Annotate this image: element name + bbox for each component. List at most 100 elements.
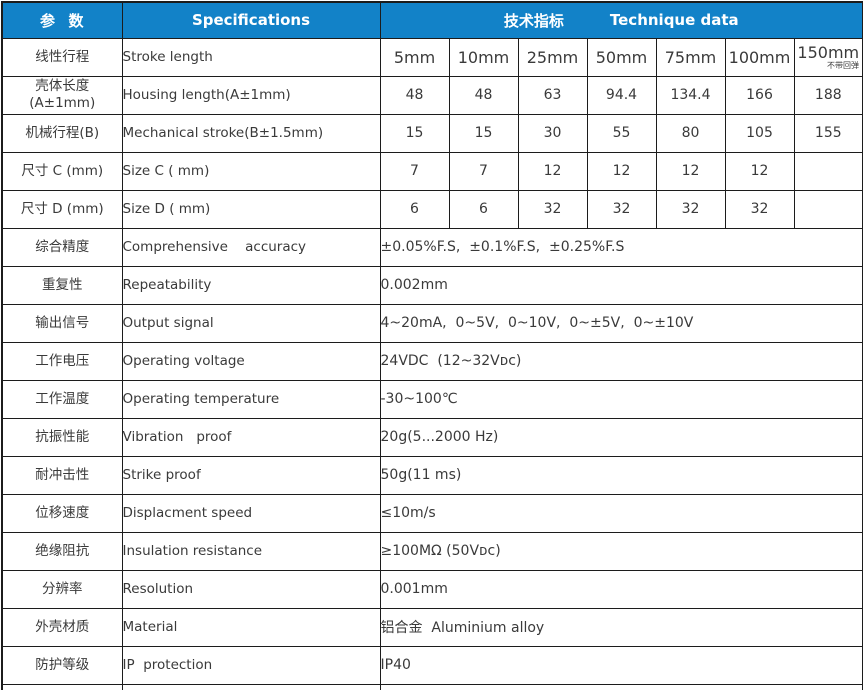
table-row: 综合精度 Comprehensive accuracy ±0.05%F.S, ±0.… <box>1 227 863 267</box>
table-row: 防护等级 IP protection IP40 <box>1 645 863 685</box>
spec-cell: Mechanical stroke(B±1.5mm) <box>121 113 381 153</box>
spec-cell: Housing length(A±1mm) <box>121 75 381 115</box>
value-cell: 10mm <box>448 37 519 77</box>
spec-cell: Stroke length <box>121 37 381 77</box>
value-cell: 6 <box>379 189 450 229</box>
table-row: 尺寸 D (mm) Size D ( mm) 6 6 32 32 32 32 <box>1 189 863 229</box>
param-cell: 防护等级 <box>1 645 123 685</box>
merged-value-cell: ≥100MΩ (50Vᴅᴄ) <box>379 531 863 571</box>
merged-value-cell: 0.002mm <box>379 265 863 305</box>
empty-cell <box>379 683 863 690</box>
tech-header: 技术指标 Technique data <box>379 1 863 39</box>
spec-cell: Vibration proof <box>121 417 381 457</box>
value-cell: 63 <box>517 75 588 115</box>
param-cell: 输出信号 <box>1 303 123 343</box>
table-row: 绝缘阻抗 Insulation resistance ≥100MΩ (50Vᴅᴄ) <box>1 531 863 571</box>
param-cell: 工作电压 <box>1 341 123 381</box>
merged-value-cell: 24VDC (12~32Vᴅᴄ) <box>379 341 863 381</box>
value-cell: 50mm <box>586 37 657 77</box>
param-cell: 耐冲击性 <box>1 455 123 495</box>
value-cell: 80 <box>655 113 726 153</box>
param-cell: 分辨率 <box>1 569 123 609</box>
table-row-partial <box>1 683 863 690</box>
value-cell: 5mm <box>379 37 450 77</box>
table-row: 输出信号 Output signal 4~20mA, 0~5V, 0~10V, 0~… <box>1 303 863 343</box>
value-cell: 30 <box>517 113 588 153</box>
table-row: 位移速度 Displacment speed ≤10m/s <box>1 493 863 533</box>
param-cell: 抗振性能 <box>1 417 123 457</box>
spec-cell: Size D ( mm) <box>121 189 381 229</box>
spec-cell: Resolution <box>121 569 381 609</box>
param-cell: 重复性 <box>1 265 123 305</box>
param-cell: 绝缘阻抗 <box>1 531 123 571</box>
param-cell: 尺寸 C (mm) <box>1 151 123 191</box>
value-cell: 32 <box>724 189 795 229</box>
table-row: 抗振性能 Vibration proof 20g(5...2000 Hz) <box>1 417 863 457</box>
value-text: 150mm <box>797 42 860 62</box>
value-cell: 155 <box>793 113 863 153</box>
value-cell: 15 <box>448 113 519 153</box>
param-cell: 外壳材质 <box>1 607 123 647</box>
table-row: 分辨率 Resolution 0.001mm <box>1 569 863 609</box>
value-cell: 105 <box>724 113 795 153</box>
table-row: 工作电压 Operating voltage 24VDC (12~32Vᴅᴄ) <box>1 341 863 381</box>
merged-value-cell: 铝合金 Aluminium alloy <box>379 607 863 647</box>
table-row: 耐冲击性 Strike proof 50g(11 ms) <box>1 455 863 495</box>
spec-cell: Operating temperature <box>121 379 381 419</box>
value-cell: 166 <box>724 75 795 115</box>
spec-cell: Output signal <box>121 303 381 343</box>
tech-header-zh: 技术指标 <box>503 11 564 30</box>
table-row: 机械行程(B) Mechanical stroke(B±1.5mm) 15 15 30 5… <box>1 113 863 153</box>
value-cell: 7 <box>448 151 519 191</box>
tech-header-en: Technique data <box>609 11 739 30</box>
stroke-note: 不带回弹 <box>827 61 860 71</box>
spec-cell: IP protection <box>121 645 381 685</box>
header-row: 参 数 Specifications 技术指标 Technique data <box>1 1 863 39</box>
table-row: 重复性 Repeatability 0.002mm <box>1 265 863 305</box>
value-cell: 7 <box>379 151 450 191</box>
value-cell: 12 <box>724 151 795 191</box>
value-cell <box>793 151 863 191</box>
merged-value-cell: 4~20mA, 0~5V, 0~10V, 0~±5V, 0~±10V <box>379 303 863 343</box>
merged-value-cell: IP40 <box>379 645 863 685</box>
table-row: 尺寸 C (mm) Size C ( mm) 7 7 12 12 12 12 <box>1 151 863 191</box>
empty-cell <box>121 683 381 690</box>
spec-header: Specifications <box>121 1 381 39</box>
merged-value-cell: 50g(11 ms) <box>379 455 863 495</box>
table-row: 线性行程 Stroke length 5mm 10mm 25mm 50mm 75mm 100m… <box>1 37 863 77</box>
value-cell: 48 <box>448 75 519 115</box>
merged-value-cell: 20g(5...2000 Hz) <box>379 417 863 457</box>
spec-cell: Insulation resistance <box>121 531 381 571</box>
param-cell: 位移速度 <box>1 493 123 533</box>
value-cell <box>793 189 863 229</box>
spec-cell: Displacment speed <box>121 493 381 533</box>
value-cell: 12 <box>517 151 588 191</box>
spec-table-body: 线性行程 Stroke length 5mm 10mm 25mm 50mm 75mm 100m… <box>1 37 863 690</box>
value-cell: 32 <box>586 189 657 229</box>
value-cell: 94.4 <box>586 75 657 115</box>
value-cell: 100mm <box>724 37 795 77</box>
value-cell: 15 <box>379 113 450 153</box>
param-cell: 尺寸 D (mm) <box>1 189 123 229</box>
spec-cell: Material <box>121 607 381 647</box>
spec-cell: Operating voltage <box>121 341 381 381</box>
param-cell: 综合精度 <box>1 227 123 267</box>
spec-cell: Comprehensive accuracy <box>121 227 381 267</box>
param-cell: 壳体长度 (A±1mm) <box>1 75 123 115</box>
merged-value-cell: ≤10m/s <box>379 493 863 533</box>
value-cell: 150mm 不带回弹 <box>793 37 863 77</box>
param-header: 参 数 <box>1 1 123 39</box>
param-cell: 线性行程 <box>1 37 123 77</box>
value-cell: 188 <box>793 75 863 115</box>
value-cell: 134.4 <box>655 75 726 115</box>
merged-value-cell: -30~100℃ <box>379 379 863 419</box>
spec-cell: Strike proof <box>121 455 381 495</box>
spec-cell: Repeatability <box>121 265 381 305</box>
merged-value-cell: ±0.05%F.S, ±0.1%F.S, ±0.25%F.S <box>379 227 863 267</box>
table-row: 壳体长度 (A±1mm) Housing length(A±1mm) 48 48 63 9… <box>1 75 863 115</box>
table-row: 外壳材质 Material 铝合金 Aluminium alloy <box>1 607 863 647</box>
value-cell: 25mm <box>517 37 588 77</box>
param-cell: 机械行程(B) <box>1 113 123 153</box>
table-row: 工作温度 Operating temperature -30~100℃ <box>1 379 863 419</box>
